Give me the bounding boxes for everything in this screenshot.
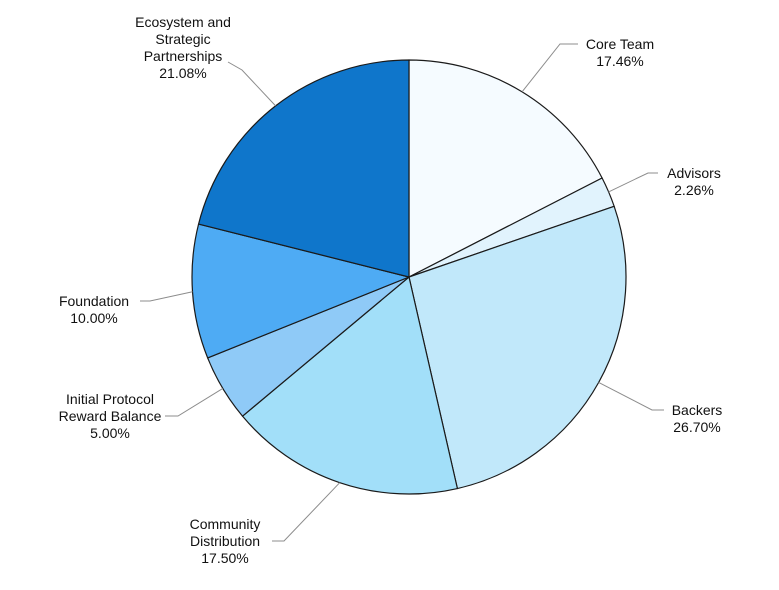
- slice-percent: 2.26%: [674, 182, 714, 198]
- slice-name: Foundation: [59, 293, 129, 309]
- slice-name: Reward Balance: [59, 408, 162, 424]
- slice-labels: Core Team 17.46% Advisors 2.26% Backers 26.70…: [59, 14, 723, 566]
- slice-name: Ecosystem and: [135, 14, 231, 30]
- leader-line: [608, 172, 658, 193]
- slice-label: Foundation 10.00%: [59, 293, 129, 326]
- slice-name: Backers: [672, 402, 723, 418]
- leader-line: [272, 482, 341, 542]
- slice-label: Community Distribution 17.50%: [190, 516, 261, 566]
- slice-percent: 17.50%: [201, 550, 248, 566]
- slice-name: Partnerships: [144, 48, 223, 64]
- slice-label: Backers 26.70%: [672, 402, 723, 435]
- slice-name: Initial Protocol: [66, 391, 154, 407]
- leader-line: [227, 61, 276, 107]
- slice-percent: 21.08%: [159, 65, 206, 81]
- slice-label: Advisors 2.26%: [667, 165, 721, 198]
- slice-percent: 26.70%: [673, 419, 720, 435]
- slice-percent: 10.00%: [70, 310, 117, 326]
- slice-name: Strategic: [155, 31, 210, 47]
- slice-name: Distribution: [190, 533, 260, 549]
- pie-slice-backers: [408, 205, 627, 490]
- slice-name: Advisors: [667, 165, 721, 181]
- leader-line: [521, 43, 578, 93]
- slice-name: Community: [190, 516, 261, 532]
- leader-line: [598, 381, 664, 411]
- slice-label: Ecosystem and Strategic Partnerships 21.08%: [135, 14, 231, 81]
- slice-percent: 17.46%: [596, 53, 643, 69]
- slice-name: Core Team: [586, 36, 654, 52]
- leader-line: [165, 387, 224, 417]
- slice-percent: 5.00%: [90, 425, 130, 441]
- slice-label: Initial Protocol Reward Balance 5.00%: [59, 391, 162, 441]
- leader-line: [140, 291, 193, 302]
- pie-slices: [191, 59, 627, 495]
- leader-lines: [140, 43, 664, 542]
- slice-label: Core Team 17.46%: [586, 36, 654, 69]
- pie-slice-community-distribution: [241, 276, 458, 495]
